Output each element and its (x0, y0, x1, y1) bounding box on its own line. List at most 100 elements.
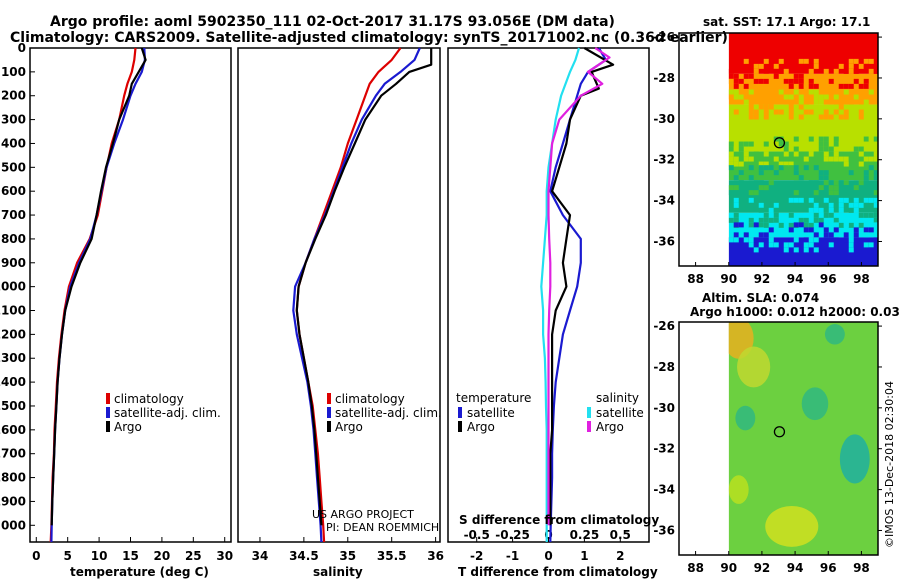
lat-tick-label: -26 (653, 30, 675, 44)
sst-pixel (798, 156, 804, 162)
sst-pixel (748, 156, 754, 162)
sst-pixel (763, 73, 769, 79)
sst-pixel (798, 58, 804, 64)
sst-pixel (778, 68, 784, 74)
depth-tick-label: 900 (1, 256, 26, 270)
sst-pixel (743, 156, 749, 162)
sst-pixel (793, 161, 799, 167)
depth-tick-label: 1700 (0, 447, 26, 461)
sst-pixel (753, 63, 759, 69)
sst-pixel (803, 217, 809, 223)
sst-pixel (833, 202, 839, 208)
sst-pixel (863, 242, 869, 248)
sst-pixel (863, 58, 869, 64)
sst-pixel (743, 232, 749, 238)
sst-pixel (838, 114, 844, 120)
sst-pixel (768, 242, 774, 248)
legend-swatch-t-argo (458, 421, 462, 432)
sst-pixel (803, 58, 809, 64)
sst-pixel (758, 170, 764, 176)
sst-pixel (823, 180, 829, 186)
sst-pixel (753, 202, 759, 208)
salinity-difference-ticks: -0.5 -0.25 0 0.25 0.5 (464, 528, 631, 542)
sst-pixel (868, 165, 874, 171)
sst-pixel (788, 197, 794, 203)
sst-pixel (728, 141, 734, 147)
sst-pixel (818, 141, 824, 147)
sst-pixel (773, 202, 779, 208)
sst-pixel (768, 207, 774, 213)
sst-pixel (853, 94, 859, 100)
sst-pixel (758, 217, 764, 223)
sst-pixel (858, 161, 864, 167)
sst-pixel (728, 156, 734, 162)
sst-pixel (848, 104, 854, 110)
sst-pixel (863, 227, 869, 233)
sst-pixel (733, 58, 739, 64)
sst-pixel (753, 151, 759, 157)
sst-pixel (833, 217, 839, 223)
sst-pixel (823, 114, 829, 120)
sst-pixel (748, 227, 754, 233)
sst-pixel (808, 202, 814, 208)
sst-pixel (748, 114, 754, 120)
sst-pixel (728, 78, 734, 84)
sst-pixel (798, 114, 804, 120)
sst-pixel (758, 78, 764, 84)
sst-pixel (758, 207, 764, 213)
sst-pixel (753, 109, 759, 115)
sst-pixel (763, 78, 769, 84)
sst-pixel (768, 227, 774, 233)
sst-pixel (868, 156, 874, 162)
sst-pixel (823, 227, 829, 233)
sst-pixel (828, 156, 834, 162)
sst-pixel (863, 212, 869, 218)
sst-pixel (828, 161, 834, 167)
sst-pixel (853, 78, 859, 84)
sst-pixel (763, 58, 769, 64)
sst-pixel (738, 146, 744, 152)
depth-tick-label: 1000 (0, 280, 26, 294)
sst-pixel (783, 146, 789, 152)
sst-pixel (793, 222, 799, 228)
sst-pixel (748, 165, 754, 171)
sst-pixel (828, 242, 834, 248)
legend-argo: Argo (114, 420, 142, 434)
sst-pixel (843, 146, 849, 152)
sst-pixel (873, 202, 878, 208)
series-line-t-satellite (549, 47, 608, 543)
temperature-axes-frame (29, 47, 232, 543)
sst-pixel (768, 217, 774, 223)
sst-pixel (788, 114, 794, 120)
sst-pixel (853, 190, 859, 196)
series-line-argo (50, 47, 147, 526)
x-tick-label: 34 (252, 549, 269, 563)
x-tick-label: 1 (580, 549, 588, 563)
sst-pixel (818, 146, 824, 152)
sst-pixel (793, 89, 799, 95)
difference-x-ticks: -2 -1 0 1 2 (470, 537, 624, 563)
sst-pixel (823, 156, 829, 162)
sst-pixel (813, 207, 819, 213)
sst-pixel (813, 63, 819, 69)
sst-pixel (863, 156, 869, 162)
sst-pixel (758, 232, 764, 238)
sst-pixel (748, 78, 754, 84)
sst-pixel (758, 190, 764, 196)
lon-tick-label: 88 (687, 561, 704, 575)
sst-pixel (803, 237, 809, 243)
float-position-marker (773, 137, 786, 149)
sst-pixel (748, 73, 754, 79)
lat-tick-label: -28 (653, 360, 675, 374)
series-line-climatology (295, 47, 402, 543)
sst-pixel (813, 232, 819, 238)
sst-pixel (858, 222, 864, 228)
sst-pixel (748, 141, 754, 147)
sst-pixel (858, 109, 864, 115)
sst-pixel (798, 197, 804, 203)
sst-pixel (868, 212, 874, 218)
sst-pixel (868, 89, 874, 95)
lon-tick-label: 88 (687, 272, 704, 286)
sst-pixel (773, 185, 779, 191)
x-tick-label: 0 (544, 549, 552, 563)
